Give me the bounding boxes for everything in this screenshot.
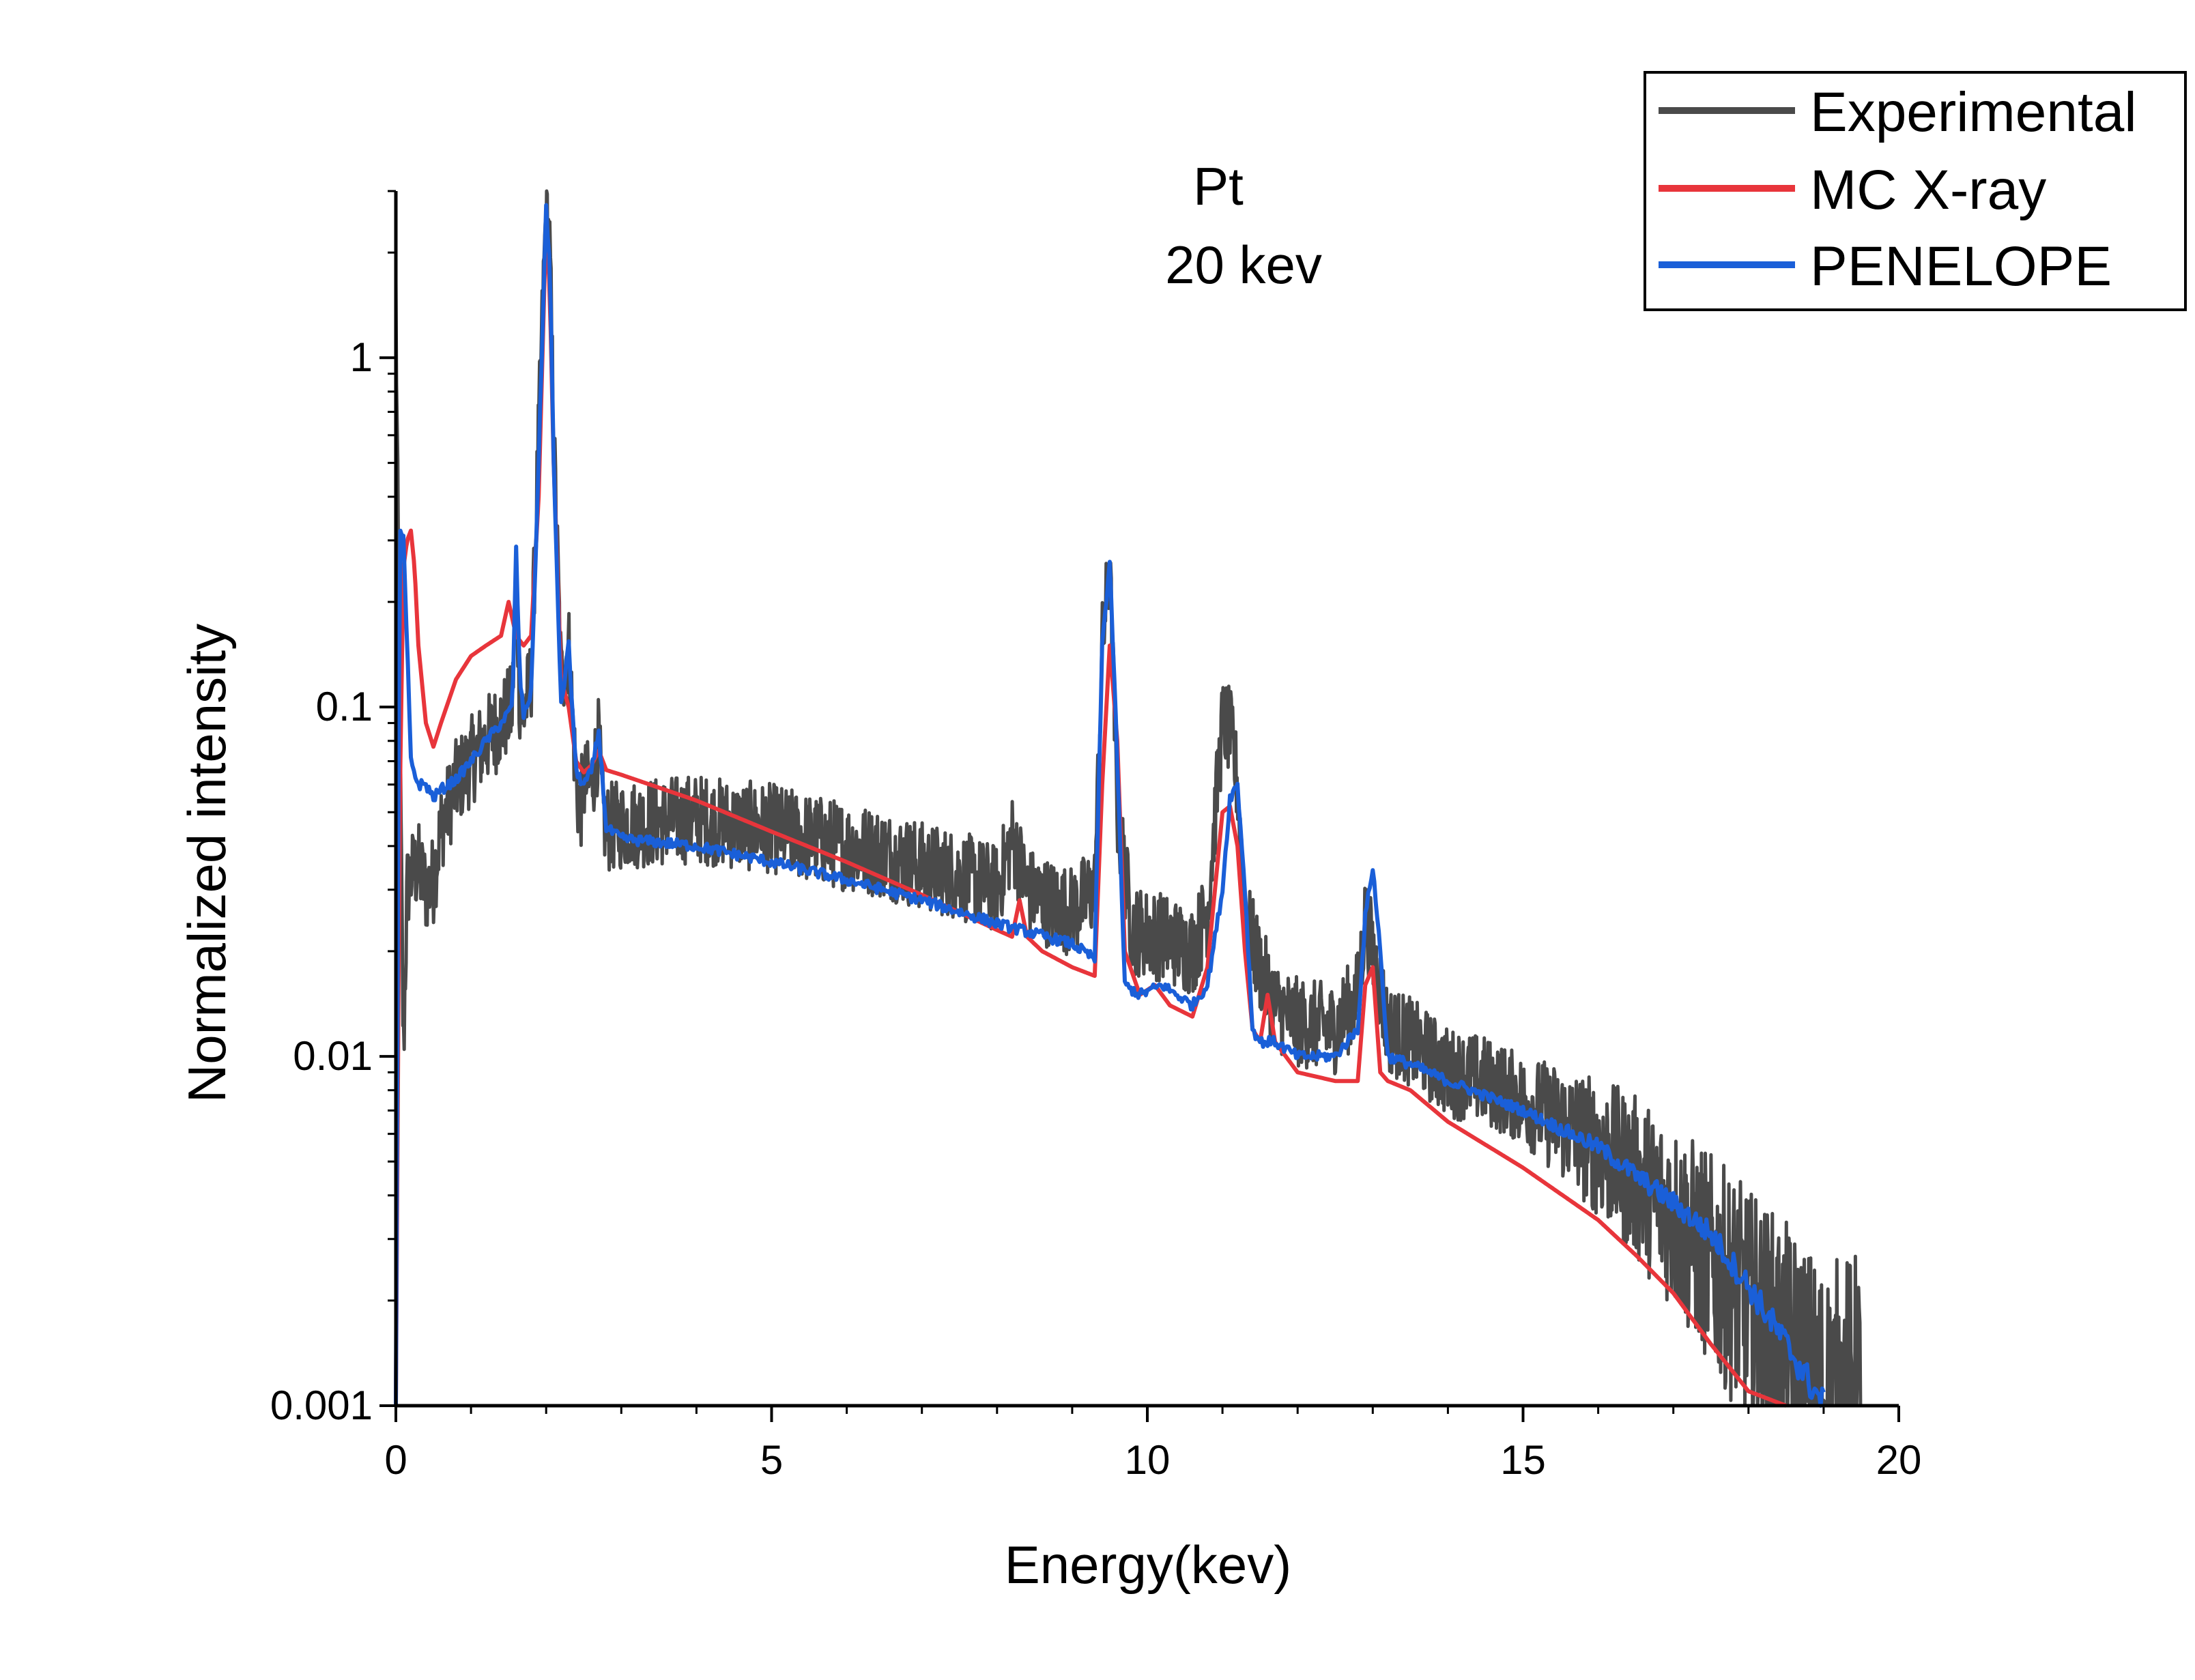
x-tick-label: 5 [760, 1437, 783, 1483]
y-tick-label: 0.001 [270, 1382, 373, 1428]
legend: Experimental MC X-ray PENELOPE [1644, 71, 2187, 311]
y-tick-label: 0.1 [316, 684, 373, 729]
series-line-mc-x-ray [394, 216, 1787, 1408]
x-axis-label: Energy(kev) [1005, 1535, 1291, 1595]
legend-label-penelope: PENELOPE [1810, 235, 2112, 298]
y-tick-label: 0.01 [293, 1033, 373, 1079]
series-layer [394, 189, 1863, 1408]
x-tick-label: 10 [1125, 1437, 1171, 1483]
x-tick-label: 15 [1500, 1437, 1546, 1483]
annotation-energy: 20 kev [1165, 235, 1322, 295]
y-axis-label: Normalized intensity [177, 624, 237, 1103]
ticks-layer: 0 5 10 15 20 0.001 0.01 0.1 1 [270, 190, 1922, 1483]
y-tick-label: 1 [350, 334, 373, 380]
series-line-experimental [394, 189, 1863, 1408]
x-tick-label: 20 [1876, 1437, 1922, 1483]
series-line-penelope [394, 203, 1826, 1408]
x-tick-label: 0 [384, 1437, 407, 1483]
legend-label-experimental: Experimental [1810, 81, 2137, 143]
legend-label-mc-xray: MC X-ray [1810, 159, 2046, 221]
annotation-element: Pt [1193, 156, 1244, 216]
